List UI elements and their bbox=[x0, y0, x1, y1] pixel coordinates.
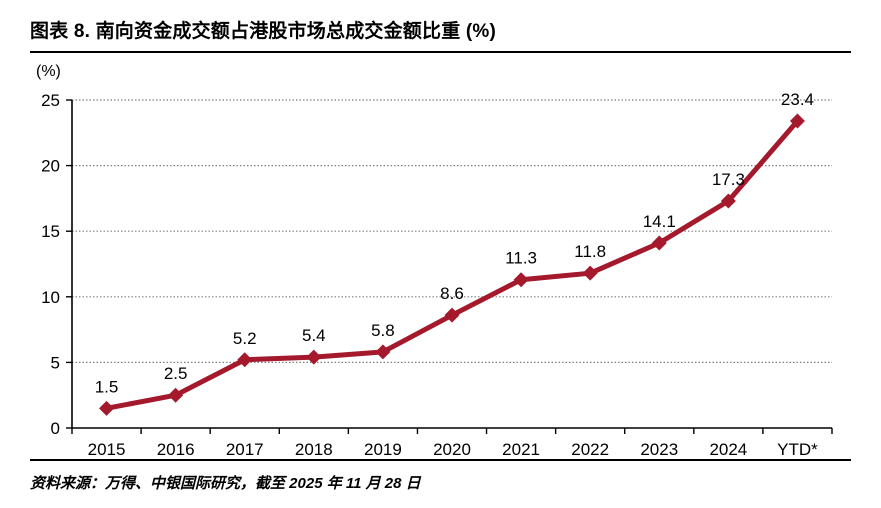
data-point-marker bbox=[375, 344, 391, 360]
x-tick-label: 2016 bbox=[157, 440, 195, 456]
x-tick-label: 2023 bbox=[640, 440, 678, 456]
x-tick-label: 2018 bbox=[295, 440, 333, 456]
y-tick-label: 25 bbox=[41, 91, 60, 110]
data-point-marker bbox=[582, 265, 598, 281]
data-label: 2.5 bbox=[164, 364, 188, 383]
x-tick-label: 2020 bbox=[433, 440, 471, 456]
data-point-marker bbox=[651, 235, 667, 251]
data-point-marker bbox=[306, 349, 322, 365]
y-tick-label: 0 bbox=[51, 419, 60, 438]
y-tick-label: 15 bbox=[41, 222, 60, 241]
y-axis-unit-label: (%) bbox=[36, 63, 61, 80]
line-chart: 0 5 10 15 20 25 2015 2016 2017 2018 2019 2020 2021 20… bbox=[41, 90, 833, 456]
data-point-marker bbox=[99, 400, 115, 416]
data-label: 8.6 bbox=[440, 284, 464, 303]
data-label: 5.4 bbox=[302, 326, 326, 345]
x-tick-label: 2021 bbox=[502, 440, 540, 456]
chart-title: 图表 8. 南向资金成交额占港股市场总成交金额比重 (%) bbox=[30, 21, 497, 42]
bottom-divider-line bbox=[30, 459, 851, 461]
x-tick-label: YTD* bbox=[777, 440, 818, 456]
data-point-marker bbox=[237, 352, 253, 368]
data-point-marker bbox=[444, 307, 460, 323]
data-point-marker bbox=[720, 193, 736, 209]
data-point-marker bbox=[513, 272, 529, 288]
x-tick-label: 2024 bbox=[709, 440, 747, 456]
title-divider-line bbox=[30, 51, 851, 53]
source-note: 资料来源：万得、中银国际研究，截至 2025 年 11 月 28 日 bbox=[30, 475, 421, 492]
data-point-marker bbox=[168, 387, 184, 403]
x-tick-label: 2022 bbox=[571, 440, 609, 456]
y-tick-label: 20 bbox=[41, 157, 60, 176]
data-point-marker bbox=[789, 113, 805, 129]
y-tick-label: 5 bbox=[51, 353, 60, 372]
x-tick-label: 2015 bbox=[88, 440, 126, 456]
data-label: 5.2 bbox=[233, 329, 257, 348]
x-tick-label: 2017 bbox=[226, 440, 264, 456]
data-label: 11.8 bbox=[574, 242, 606, 261]
x-tick-label: 2019 bbox=[364, 440, 402, 456]
y-tick-label: 10 bbox=[41, 288, 60, 307]
data-label: 23.4 bbox=[781, 90, 814, 109]
data-label: 17.3 bbox=[712, 170, 745, 189]
data-label: 11.3 bbox=[505, 249, 537, 268]
data-label: 14.1 bbox=[643, 212, 676, 231]
data-label: 5.8 bbox=[371, 321, 395, 340]
series-line bbox=[104, 118, 800, 411]
data-label: 1.5 bbox=[95, 377, 119, 396]
